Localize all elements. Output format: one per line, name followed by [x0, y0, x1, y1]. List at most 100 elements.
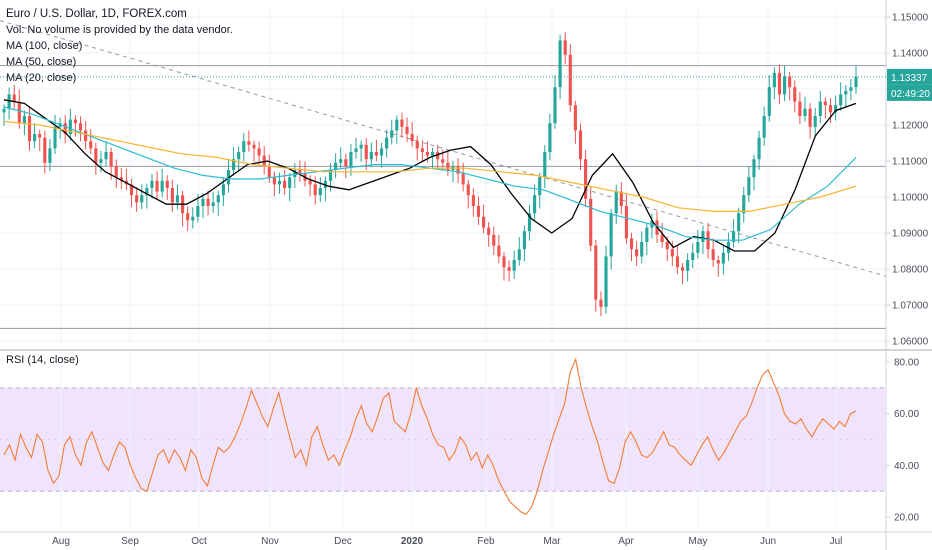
candle-body	[43, 137, 47, 163]
time-tick-label: Jul	[830, 536, 843, 547]
candle-body	[793, 87, 797, 102]
candle-body	[237, 152, 241, 160]
candle-body	[476, 206, 481, 217]
candle-body	[609, 213, 613, 257]
candle-body	[854, 76, 858, 88]
candle-body	[308, 180, 312, 185]
candle-body	[461, 173, 465, 185]
candle-body	[48, 148, 52, 163]
candle-body	[436, 152, 440, 160]
price-tick-label: 1.07000	[892, 301, 929, 312]
candle-body	[385, 137, 389, 149]
candle-body	[135, 195, 139, 203]
candle-body	[216, 195, 220, 203]
ma-line	[3, 120, 857, 212]
candle-body	[742, 195, 746, 214]
candle-body	[680, 267, 685, 271]
candle-body	[492, 234, 496, 246]
candle-body	[170, 188, 174, 203]
candle-body	[487, 227, 491, 235]
candle-body	[629, 238, 634, 250]
rsi-pane: 80.00 60.00 40.00 20.00	[0, 352, 919, 528]
time-tick-label: Aug	[52, 536, 70, 547]
candle-body	[114, 166, 118, 178]
countdown-tag	[887, 84, 932, 101]
candle-body	[369, 152, 373, 160]
candle-body	[247, 141, 251, 145]
candle-body	[844, 90, 848, 95]
time-tick-label: Mar	[543, 536, 561, 547]
candle-body	[772, 72, 776, 88]
candle-body	[737, 213, 741, 232]
last-price-tag	[887, 68, 932, 85]
candle-body	[328, 170, 333, 181]
candle-body	[517, 249, 521, 260]
candle-body	[568, 54, 572, 106]
candle-body	[752, 159, 756, 178]
candle-body	[558, 40, 562, 88]
candle-body	[252, 144, 256, 149]
candle-body	[89, 141, 93, 149]
candle-body	[99, 159, 103, 163]
rsi-label[interactable]: RSI (14, close)	[6, 354, 79, 366]
candle-body	[584, 159, 588, 199]
candle-body	[84, 130, 88, 142]
candle-body	[334, 162, 338, 170]
candle-body	[165, 180, 169, 188]
candle-body	[563, 40, 567, 55]
candle-body	[425, 152, 430, 156]
candle-body	[808, 108, 812, 127]
candle-body	[17, 101, 21, 124]
candle-body	[129, 184, 134, 196]
ma-line	[3, 99, 857, 252]
candle-body	[670, 249, 674, 257]
candle-body	[624, 206, 628, 239]
candle-body	[257, 148, 261, 156]
chart-legend: Euro / U.S. Dollar, 1D, FOREX.com Vol: N…	[6, 6, 233, 86]
candle-body	[94, 148, 98, 163]
candle-body	[512, 260, 516, 271]
candle-body	[645, 227, 649, 242]
candle-body	[660, 234, 664, 242]
candle-body	[839, 94, 843, 106]
candle-body	[589, 198, 593, 246]
candle-body	[211, 202, 215, 206]
candle-body	[466, 184, 470, 196]
candle-body	[232, 159, 236, 170]
candle-body	[553, 87, 557, 124]
candle-body	[390, 130, 394, 138]
candle-body	[665, 242, 669, 250]
candle-body	[38, 134, 42, 138]
ma100-label[interactable]: MA (100, close)	[6, 40, 83, 52]
candle-body	[354, 148, 358, 152]
ma50-label[interactable]: MA (50, close)	[6, 56, 77, 68]
ma20-label[interactable]: MA (20, close)	[6, 72, 77, 84]
candle-body	[33, 134, 37, 142]
candle-body	[420, 148, 424, 152]
candle-body	[548, 123, 552, 152]
time-tick-label: May	[689, 536, 708, 547]
candle-body	[160, 180, 164, 192]
price-tick-label: 1.15000	[892, 13, 929, 24]
candle-body	[706, 231, 710, 250]
symbol-title[interactable]: Euro / U.S. Dollar, 1D, FOREX.com	[6, 8, 187, 20]
time-tick-label: Dec	[334, 536, 352, 547]
candle-body	[22, 116, 26, 124]
candle-body	[456, 166, 460, 174]
candle-body	[283, 180, 287, 188]
candle-body	[777, 72, 782, 95]
price-tick-label: 1.11000	[892, 157, 928, 168]
candle-body	[691, 252, 695, 260]
rsi-tick-label: 60.00	[894, 409, 919, 420]
candle-body	[155, 180, 159, 192]
candle-body	[349, 152, 353, 167]
candle-body	[196, 206, 200, 217]
candle-body	[374, 152, 379, 156]
candle-body	[277, 180, 282, 185]
candle-body	[206, 198, 210, 206]
candle-body	[507, 267, 511, 271]
candle-body	[834, 105, 838, 113]
last-price-value: 1.13337	[891, 73, 928, 84]
